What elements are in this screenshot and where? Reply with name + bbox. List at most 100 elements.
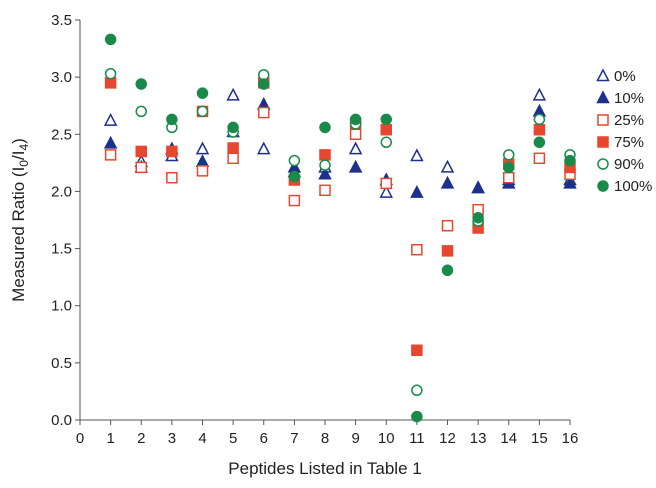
point-90pct [380, 136, 392, 149]
x-tick-label: 12 [439, 430, 456, 447]
x-tick-label: 7 [290, 430, 298, 447]
point-0pct [532, 87, 547, 101]
point-75pct [319, 149, 331, 161]
point-100pct [441, 264, 454, 277]
legend-marker-75pct [597, 136, 609, 148]
legend-marker-25pct [597, 114, 609, 126]
point-90pct [196, 105, 209, 118]
point-25pct [349, 128, 362, 141]
legend-marker-0pct [596, 68, 610, 82]
point-90pct [319, 159, 331, 171]
point-25pct [319, 184, 331, 197]
point-75pct [411, 344, 423, 357]
point-10pct [410, 184, 424, 198]
x-tick-label: 4 [198, 430, 206, 447]
legend-marker-100pct [597, 180, 609, 192]
point-25pct [288, 194, 301, 207]
y-axis-title: Measured Ratio (I0/I4) [9, 138, 31, 302]
legend-label-25pct: 25% [614, 112, 644, 129]
point-100pct [472, 211, 484, 224]
point-25pct [380, 177, 392, 190]
x-tick-label: 9 [351, 430, 359, 447]
point-10pct [563, 175, 577, 189]
x-tick-label: 13 [470, 430, 487, 447]
point-100pct [288, 170, 301, 183]
legend: 0% 10% 25% 75% 90% 100% [596, 68, 652, 195]
x-tick-label: 11 [409, 430, 425, 447]
legend-label-0pct: 0% [614, 68, 636, 85]
x-tick-label: 16 [562, 430, 579, 447]
point-90pct [135, 105, 147, 118]
point-90pct [533, 113, 546, 126]
x-axis-title: Peptides Listed in Table 1 [228, 459, 421, 478]
x-tick-label: 14 [500, 430, 517, 447]
point-0pct [379, 184, 393, 198]
point-100pct [349, 113, 362, 126]
x-tick-label: 2 [137, 430, 145, 447]
point-25pct [441, 219, 454, 232]
point-0pct [440, 159, 455, 173]
x-tick-label: 15 [531, 430, 548, 447]
point-100pct [135, 78, 147, 90]
x-tick-label: 8 [321, 430, 329, 447]
y-axis-title-part: Measured Ratio (I [9, 167, 28, 302]
y-tick-label: 1.0 [51, 298, 72, 315]
point-25pct [227, 152, 239, 165]
point-90pct [288, 154, 301, 167]
x-tick-label: 5 [229, 430, 237, 447]
legend-label-10pct: 10% [614, 90, 644, 107]
y-tick-label: 3.5 [51, 12, 72, 29]
point-100pct [104, 33, 117, 46]
y-tick-label: 0.0 [51, 412, 72, 429]
point-10pct [471, 180, 485, 194]
point-90pct [503, 149, 515, 161]
y-axis-title-sub: 0 [17, 160, 31, 167]
y-ticks: 0.0 0.5 1.0 1.5 2.0 2.5 3.0 3.5 [51, 12, 80, 429]
point-25pct [503, 171, 515, 184]
point-0pct [195, 141, 210, 155]
point-100pct [319, 121, 331, 134]
y-tick-label: 3.0 [51, 69, 72, 86]
point-100pct [258, 78, 270, 90]
point-0pct [257, 141, 271, 155]
point-100pct [227, 121, 239, 134]
point-100pct [564, 154, 576, 167]
legend-label-75pct: 75% [614, 134, 644, 151]
point-100pct [411, 410, 423, 423]
point-75pct [533, 123, 546, 136]
x-tick-label: 10 [378, 430, 395, 447]
point-75pct [166, 145, 178, 158]
x-tick-label: 6 [260, 430, 268, 447]
point-25pct [258, 106, 270, 119]
y-tick-label: 2.5 [51, 126, 72, 143]
point-90pct [104, 67, 117, 80]
point-10pct [440, 175, 455, 189]
point-10pct [195, 154, 210, 167]
point-100pct [380, 113, 392, 126]
point-25pct [104, 149, 117, 161]
point-25pct [166, 171, 178, 184]
point-100pct [533, 136, 546, 149]
y-axis-title-part: ) [9, 138, 28, 144]
y-tick-label: 1.5 [51, 241, 72, 258]
point-75pct [227, 142, 239, 154]
y-axis-title-part: /I [9, 151, 28, 160]
legend-marker-90pct [597, 158, 609, 170]
point-25pct [135, 161, 147, 174]
point-0pct [226, 87, 240, 101]
x-tick-label: 0 [76, 430, 84, 447]
point-10pct [348, 159, 363, 173]
point-25pct [196, 165, 209, 177]
x-tick-label: 1 [106, 430, 114, 447]
axes [79, 20, 570, 421]
point-10pct [103, 135, 118, 149]
point-0pct [103, 112, 118, 126]
point-0pct [410, 148, 424, 162]
x-ticks: 0 1 2 3 4 5 6 7 8 9 10 11 12 13 14 15 16 [76, 420, 579, 447]
legend-label-100pct: 100% [614, 178, 652, 195]
y-tick-label: 2.0 [51, 183, 72, 200]
point-100pct [196, 87, 209, 99]
point-25pct [533, 152, 546, 165]
legend-label-90pct: 90% [614, 156, 644, 173]
